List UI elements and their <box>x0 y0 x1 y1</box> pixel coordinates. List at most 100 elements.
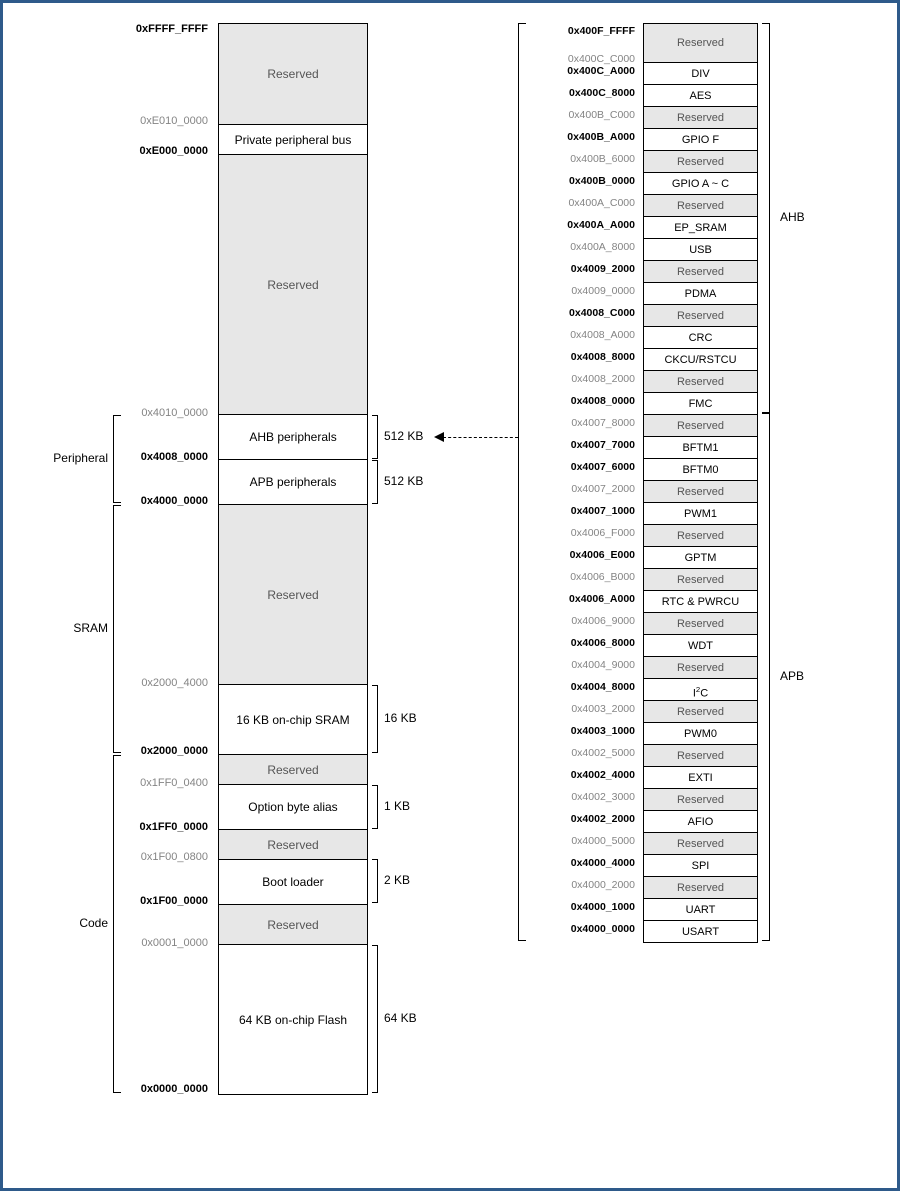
periph-address: 0x400C_8000 <box>569 87 635 99</box>
periph-address: 0x4006_B000 <box>570 571 635 583</box>
periph-address: 0x4004_9000 <box>571 659 635 671</box>
periph-block: AFIO <box>644 810 757 832</box>
mem-block: Reserved <box>219 829 367 859</box>
periph-address: 0x4004_8000 <box>571 681 635 693</box>
size-label: 16 KB <box>384 711 417 725</box>
category-bracket <box>113 415 121 503</box>
detail-arrow-head <box>434 432 444 442</box>
periph-address: 0x400B_6000 <box>570 153 635 165</box>
size-label: 64 KB <box>384 1011 417 1025</box>
periph-address: 0x4007_7000 <box>571 439 635 451</box>
periph-address: 0x4002_2000 <box>571 813 635 825</box>
periph-address: 0x4009_2000 <box>571 263 635 275</box>
periph-block: USART <box>644 920 757 942</box>
right-block-column: ReservedDIVAESReservedGPIO FReservedGPIO… <box>643 23 758 943</box>
content: PeripheralSRAMCode 0xFFFF_FFFF0xE010_000… <box>63 23 857 1158</box>
address-label: 0x2000_0000 <box>141 745 208 757</box>
periph-block: Reserved <box>644 194 757 216</box>
periph-block: BFTM1 <box>644 436 757 458</box>
periph-block: Reserved <box>644 568 757 590</box>
periph-address: 0x4000_0000 <box>571 923 635 935</box>
periph-block: UART <box>644 898 757 920</box>
bus-label: APB <box>780 669 804 683</box>
periph-block: EP_SRAM <box>644 216 757 238</box>
periph-block: EXTI <box>644 766 757 788</box>
periph-address: 0x400A_A000 <box>567 219 635 231</box>
periph-address: 0x4007_8000 <box>571 417 635 429</box>
periph-address: 0x4006_E000 <box>570 549 635 561</box>
bus-bracket <box>762 23 770 413</box>
periph-address: 0x4007_6000 <box>571 461 635 473</box>
periph-block: WDT <box>644 634 757 656</box>
periph-block: Reserved <box>644 370 757 392</box>
address-label: 0x2000_4000 <box>141 677 208 689</box>
periph-block: CKCU/RSTCU <box>644 348 757 370</box>
periph-address: 0x4008_C000 <box>569 307 635 319</box>
mem-block: Reserved <box>219 24 367 124</box>
size-label: 1 KB <box>384 799 410 813</box>
periph-address: 0x4008_8000 <box>571 351 635 363</box>
periph-block: Reserved <box>644 744 757 766</box>
periph-block: I2C <box>644 678 757 700</box>
periph-address: 0x4002_4000 <box>571 769 635 781</box>
right-map-bracket <box>518 23 526 941</box>
periph-address: 0x400C_C000 <box>568 53 635 65</box>
address-label: 0xE000_0000 <box>139 145 208 157</box>
address-label: 0x1FF0_0000 <box>140 821 209 833</box>
periph-address: 0x4000_5000 <box>571 835 635 847</box>
periph-block: GPIO A ~ C <box>644 172 757 194</box>
periph-address: 0x4000_4000 <box>571 857 635 869</box>
periph-block: Reserved <box>644 612 757 634</box>
periph-address: 0x4000_1000 <box>571 901 635 913</box>
size-bracket <box>372 945 378 1093</box>
size-bracket <box>372 415 378 459</box>
periph-block: Reserved <box>644 304 757 326</box>
category-bracket <box>113 505 121 753</box>
address-label: 0xE010_0000 <box>140 115 208 127</box>
periph-address: 0x4000_2000 <box>571 879 635 891</box>
periph-block: Reserved <box>644 656 757 678</box>
periph-address: 0x4003_2000 <box>571 703 635 715</box>
size-bracket <box>372 859 378 903</box>
periph-block: Reserved <box>644 788 757 810</box>
periph-address: 0x4006_9000 <box>571 615 635 627</box>
periph-address: 0x400F_FFFF <box>568 25 635 37</box>
periph-address: 0x400A_8000 <box>570 241 635 253</box>
periph-address: 0x400B_0000 <box>569 175 635 187</box>
bus-label: AHB <box>780 210 805 224</box>
category-label: Code <box>23 916 108 930</box>
address-label: 0xFFFF_FFFF <box>136 23 208 35</box>
left-block-column: ReservedPrivate peripheral busReservedAH… <box>218 23 368 1095</box>
periph-block: Reserved <box>644 480 757 502</box>
periph-address: 0x4007_2000 <box>571 483 635 495</box>
size-label: 512 KB <box>384 429 423 443</box>
periph-address: 0x400B_A000 <box>567 131 635 143</box>
periph-block: Reserved <box>644 260 757 282</box>
periph-block: Reserved <box>644 876 757 898</box>
address-label: 0x1F00_0000 <box>140 895 208 907</box>
address-label: 0x0000_0000 <box>141 1083 208 1095</box>
detail-arrow <box>443 437 518 438</box>
periph-block: AES <box>644 84 757 106</box>
category-label: Peripheral <box>23 451 108 465</box>
size-bracket <box>372 685 378 753</box>
periph-block: PDMA <box>644 282 757 304</box>
periph-address: 0x4007_1000 <box>571 505 635 517</box>
size-bracket <box>372 785 378 829</box>
bus-bracket <box>762 413 770 941</box>
periph-address: 0x4008_A000 <box>570 329 635 341</box>
periph-block: Reserved <box>644 150 757 172</box>
periph-block: Reserved <box>644 106 757 128</box>
mem-block: Boot loader <box>219 859 367 904</box>
mem-block: APB peripherals <box>219 459 367 504</box>
periph-block: FMC <box>644 392 757 414</box>
address-label: 0x4008_0000 <box>141 451 208 463</box>
periph-block: Reserved <box>644 414 757 436</box>
periph-address: 0x400C_A000 <box>567 65 635 77</box>
periph-address: 0x4003_1000 <box>571 725 635 737</box>
address-label: 0x4000_0000 <box>141 495 208 507</box>
periph-address: 0x4008_2000 <box>571 373 635 385</box>
mem-block: AHB peripherals <box>219 414 367 459</box>
size-label: 2 KB <box>384 873 410 887</box>
periph-block: RTC & PWRCU <box>644 590 757 612</box>
